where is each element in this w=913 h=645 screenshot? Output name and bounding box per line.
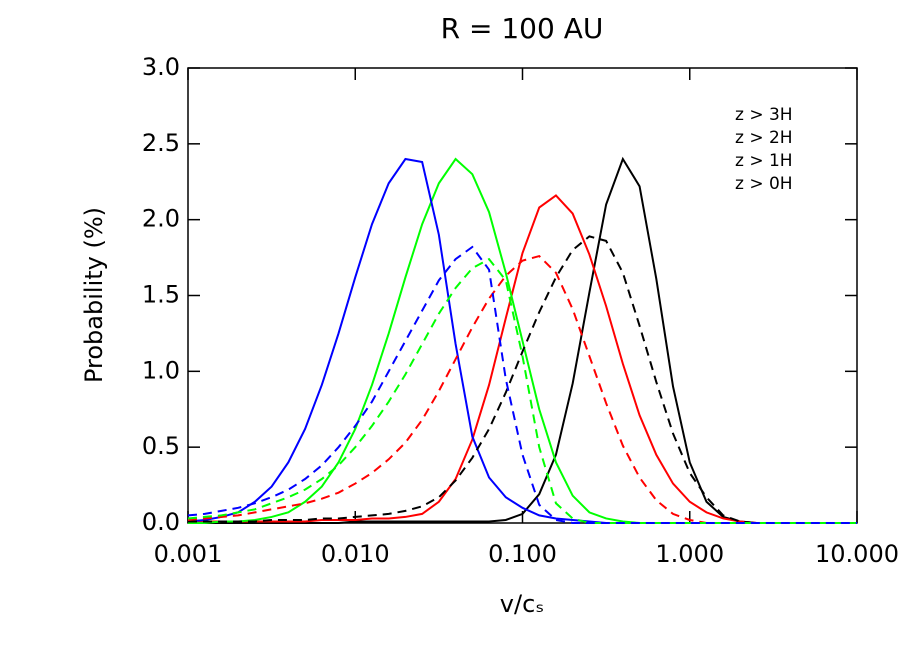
- series-line: [187, 245, 857, 524]
- y-tick-label: 3.0: [142, 53, 180, 81]
- x-tick-label: 1.000: [655, 540, 724, 568]
- chart-title: R = 100 AU: [441, 12, 604, 45]
- x-axis-label: v/cₛ: [500, 590, 544, 618]
- y-tick-label: 2.0: [142, 205, 180, 233]
- series-line: [187, 257, 857, 524]
- y-axis-label: Probability (%): [80, 207, 108, 383]
- y-tick-label: 2.5: [142, 129, 180, 157]
- series-line: [188, 235, 857, 524]
- y-tick-label: 0.5: [142, 432, 180, 460]
- x-tick-label: 0.010: [321, 540, 390, 568]
- y-tick-label: 1.0: [142, 356, 180, 384]
- legend-label: z > 0H: [735, 174, 793, 194]
- series-line: [188, 157, 857, 524]
- x-tick-label: 0.100: [488, 540, 557, 568]
- legend-label: z > 3H: [735, 105, 793, 125]
- y-tick-label: 0.0: [142, 508, 180, 536]
- x-tick-label: 10.000: [815, 540, 899, 568]
- y-tick-label: 1.5: [142, 281, 180, 309]
- series-line: [187, 254, 857, 524]
- legend-label: z > 1H: [735, 151, 793, 171]
- legend-label: z > 2H: [735, 128, 793, 148]
- x-tick-label: 0.001: [154, 540, 223, 568]
